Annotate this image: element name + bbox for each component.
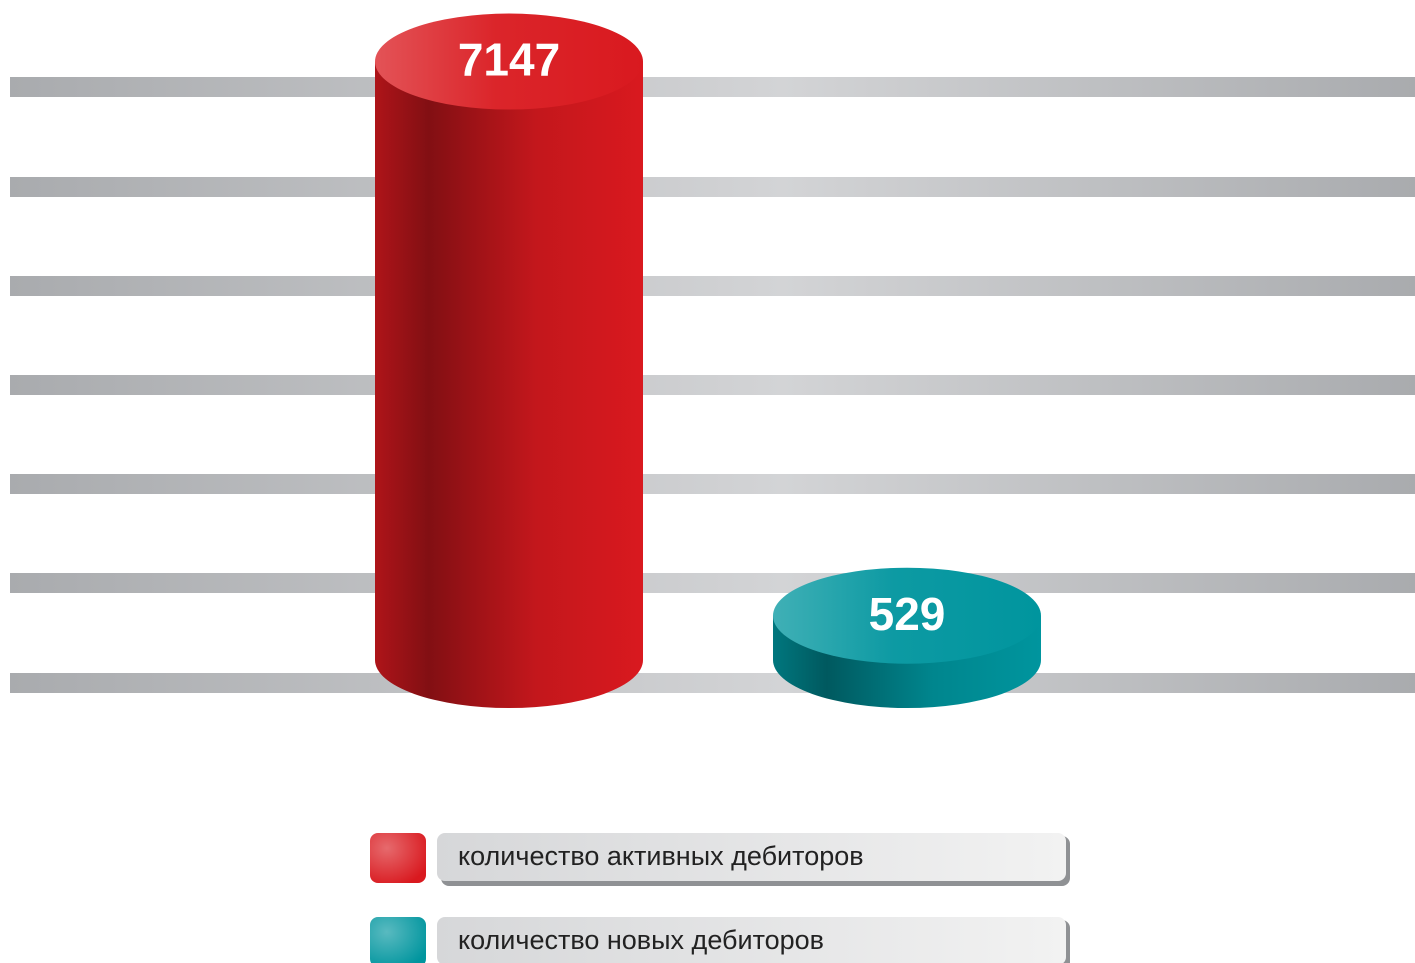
band [10, 573, 1415, 593]
band [10, 375, 1415, 395]
band [10, 276, 1415, 296]
bar-top [773, 567, 1041, 664]
background-bands [10, 77, 1415, 693]
bar-top [375, 13, 643, 110]
band [10, 673, 1415, 693]
legend-swatch [370, 833, 426, 883]
band [10, 177, 1415, 197]
legend-label: количество активных дебиторов [458, 841, 864, 871]
data-label: 7147 [458, 34, 560, 86]
legend-swatch [370, 917, 426, 963]
bars: 7147 529 [375, 13, 1041, 708]
legend: количество активных дебиторов количество … [370, 833, 1070, 963]
band [10, 77, 1415, 97]
legend-pill [437, 917, 1066, 963]
legend-pill [437, 833, 1066, 881]
bar [375, 61, 643, 661]
legend-label: количество новых дебиторов [458, 925, 824, 955]
band [10, 474, 1415, 494]
data-label: 529 [869, 588, 946, 640]
